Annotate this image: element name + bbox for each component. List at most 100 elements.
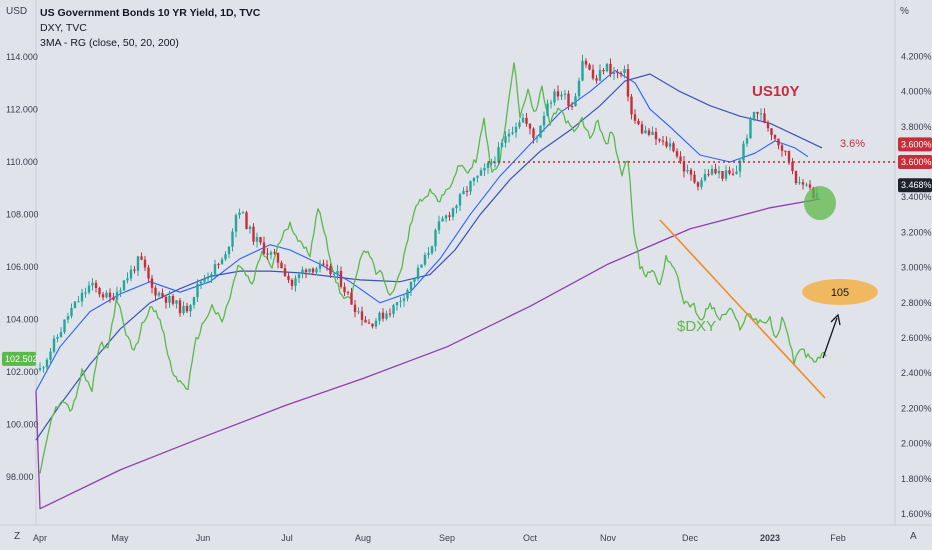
candle xyxy=(157,291,161,298)
candle xyxy=(297,271,301,284)
candle-body xyxy=(437,221,441,231)
x-axis-tick: Jun xyxy=(196,533,211,543)
left-axis-ticks: 98.000 100.000 102.000 104.000 106.000 108.00… xyxy=(6,52,39,482)
candle-body xyxy=(350,292,353,305)
candle-body xyxy=(770,128,773,136)
candle-body xyxy=(420,264,423,268)
x-axis-tick: Jul xyxy=(281,533,293,543)
chart-legend: US Government Bonds 10 YR Yield, 1D, TVC… xyxy=(40,6,260,51)
timezone-button[interactable]: Z xyxy=(14,531,21,542)
candle xyxy=(752,111,756,122)
candle xyxy=(210,271,213,284)
candle-body xyxy=(339,270,343,287)
candle xyxy=(392,303,395,318)
candle-body xyxy=(84,292,87,294)
dxy-price-badge-text: 102.502 xyxy=(5,354,38,364)
candle-body xyxy=(329,266,332,275)
candle-body xyxy=(462,190,465,195)
right-axis-tick: 1.600% xyxy=(901,509,932,519)
indicator-lines xyxy=(35,62,827,510)
candle xyxy=(612,67,616,80)
candle-body xyxy=(343,286,346,293)
candle xyxy=(742,140,745,163)
candle xyxy=(770,128,773,141)
candle-body xyxy=(301,269,304,275)
candle xyxy=(350,287,353,305)
candle xyxy=(784,150,787,156)
candle-body xyxy=(217,264,220,266)
candle-body xyxy=(546,103,549,116)
candle-body xyxy=(259,237,262,243)
candle xyxy=(112,292,115,301)
candle xyxy=(357,307,360,315)
us10y-label: US10Y xyxy=(752,83,800,100)
candle-body xyxy=(682,161,686,172)
candle-body xyxy=(703,174,707,181)
candle-body xyxy=(686,169,689,172)
candle-body xyxy=(700,180,703,187)
candle-body xyxy=(273,252,276,254)
candle-body xyxy=(710,168,714,175)
candle-body xyxy=(777,138,780,146)
candle-body xyxy=(728,170,731,174)
candle-body xyxy=(490,162,493,164)
candle xyxy=(756,111,759,120)
ma50-line xyxy=(35,73,823,441)
left-axis-tick: 110.000 xyxy=(6,157,38,167)
candle xyxy=(560,91,563,101)
candle xyxy=(679,151,682,164)
candle-body xyxy=(49,351,52,360)
candle-body xyxy=(808,184,812,188)
candle-body xyxy=(227,246,231,255)
candle-body xyxy=(679,156,682,162)
x-axis-tick: Dec xyxy=(682,533,699,543)
candle xyxy=(444,214,448,223)
candle-body xyxy=(161,292,164,297)
candle-body xyxy=(150,278,154,288)
candle-body xyxy=(434,230,437,247)
candle xyxy=(714,163,717,175)
candle xyxy=(521,113,525,123)
candle-body xyxy=(633,114,637,121)
x-axis-tick: 2023 xyxy=(760,533,780,543)
candle-body xyxy=(749,118,752,139)
candle xyxy=(700,177,703,190)
right-axis-tick: 2.800% xyxy=(901,298,932,308)
target-arrow xyxy=(822,317,838,359)
candle-body xyxy=(378,312,381,321)
candle-body xyxy=(532,128,535,138)
candle xyxy=(217,262,220,269)
candle-body xyxy=(451,208,455,217)
candle-body xyxy=(140,256,143,260)
candle xyxy=(42,365,45,373)
auto-scale-button[interactable]: A xyxy=(910,531,917,542)
candle-body xyxy=(304,269,308,273)
candle xyxy=(185,302,189,314)
candle xyxy=(339,266,343,289)
candle xyxy=(245,210,248,230)
candle xyxy=(280,260,283,269)
candle xyxy=(731,168,735,177)
candle-body xyxy=(742,143,745,161)
level-badge-b: 3.600% xyxy=(898,155,932,169)
candle-body xyxy=(164,296,168,303)
candle xyxy=(178,297,182,318)
candle-body xyxy=(630,96,633,115)
candle-body xyxy=(616,72,619,74)
candle-body xyxy=(518,122,521,127)
legend-title: US Government Bonds 10 YR Yield, 1D, TVC xyxy=(40,7,261,19)
candle xyxy=(472,177,476,186)
candle xyxy=(766,120,770,132)
candle-body xyxy=(672,143,675,152)
candle xyxy=(528,122,532,135)
candle-body xyxy=(430,246,434,254)
right-axis-tick: 2.600% xyxy=(901,333,932,343)
candle xyxy=(105,290,108,299)
candle xyxy=(500,139,504,148)
right-axis-tick: 4.000% xyxy=(901,87,932,97)
right-axis-tick: 2.400% xyxy=(901,368,932,378)
candle xyxy=(150,274,154,294)
candle-body xyxy=(213,264,217,275)
candle xyxy=(483,163,486,177)
candle xyxy=(588,63,591,71)
